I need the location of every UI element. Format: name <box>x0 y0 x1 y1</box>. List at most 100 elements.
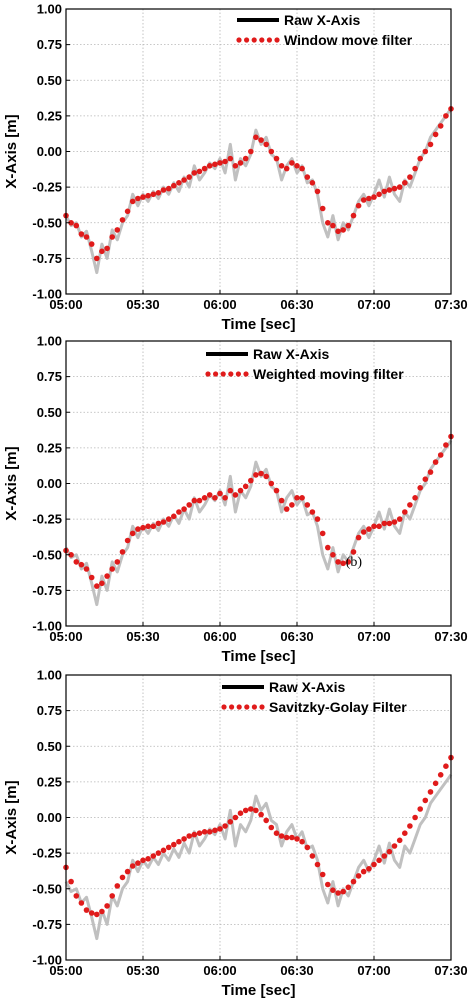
data-point-filtered <box>437 123 444 129</box>
data-point-filtered <box>227 819 234 825</box>
data-point-filtered <box>206 163 213 169</box>
data-point-filtered <box>391 185 398 192</box>
data-point-filtered <box>94 255 100 262</box>
legend-swatch-filtered <box>251 37 257 43</box>
data-point-filtered <box>68 552 74 558</box>
data-point-filtered <box>237 487 244 494</box>
data-point-filtered <box>222 495 228 501</box>
data-point-filtered <box>407 823 413 829</box>
data-point-filtered <box>304 502 311 508</box>
x-tick-label: 05:00 <box>49 297 82 312</box>
legend-swatch-filtered <box>205 371 211 377</box>
legend-swatch-filtered <box>274 37 280 43</box>
data-point-filtered <box>78 231 85 237</box>
data-point-filtered <box>422 148 429 155</box>
data-point-filtered <box>371 861 377 868</box>
data-point-filtered <box>427 789 434 795</box>
legend-swatch-filtered <box>259 704 265 710</box>
data-point-filtered <box>94 911 100 918</box>
data-point-filtered <box>268 480 275 487</box>
data-point-filtered <box>345 222 352 229</box>
data-point-filtered <box>427 141 434 148</box>
data-point-filtered <box>376 523 382 530</box>
data-point-filtered <box>201 829 208 835</box>
data-point-filtered <box>104 573 110 579</box>
x-tick-label: 06:30 <box>280 963 313 978</box>
data-point-filtered <box>335 228 341 235</box>
data-point-filtered <box>165 516 172 522</box>
panel-annotation: (b) <box>346 555 363 570</box>
data-point-filtered <box>114 883 121 889</box>
chart-panel-1: 05:00 05:30 06:00 06:30 07:00 07:30 1.00 0.75 0.… <box>3 2 468 334</box>
data-point-filtered <box>212 161 218 168</box>
legend: Raw X-Axis Weighted moving filter <box>205 346 404 382</box>
legend-swatch-filtered <box>244 704 250 710</box>
legend-swatch-filtered <box>229 704 235 710</box>
data-point-filtered <box>283 506 290 512</box>
data-point-filtered <box>340 888 347 895</box>
data-point-filtered <box>150 523 157 530</box>
x-tick-label: 06:00 <box>203 629 236 644</box>
data-point-filtered <box>289 502 295 508</box>
data-point-filtered <box>176 509 182 515</box>
x-axis-label: Time [sec] <box>222 648 296 665</box>
y-tick-label: 0.25 <box>37 108 62 123</box>
y-tick-label: 0.50 <box>37 73 62 88</box>
y-tick-label: 0.50 <box>37 739 62 754</box>
legend-swatch-filtered <box>213 371 219 377</box>
y-tick-label: -1.00 <box>32 953 62 968</box>
y-tick-label: 0.00 <box>37 144 62 159</box>
data-point-filtered <box>443 763 449 769</box>
data-point-filtered <box>73 559 80 565</box>
series-line-raw <box>64 439 453 607</box>
data-point-filtered <box>68 878 74 885</box>
data-point-filtered <box>319 205 326 212</box>
data-point-filtered <box>124 208 131 215</box>
y-tick-label: -1.00 <box>32 619 62 634</box>
data-point-filtered <box>345 884 352 891</box>
data-point-filtered <box>114 559 121 565</box>
y-tick-label: 0.75 <box>37 369 62 384</box>
data-point-filtered <box>417 155 424 162</box>
data-point-filtered <box>68 220 74 226</box>
y-tick-label: -0.75 <box>32 251 62 266</box>
data-point-filtered <box>366 195 372 202</box>
data-point-filtered <box>217 490 223 497</box>
data-point-filtered <box>176 180 182 186</box>
data-point-filtered <box>273 487 280 494</box>
data-point-filtered <box>402 830 408 836</box>
data-point-filtered <box>253 807 259 814</box>
data-point-filtered <box>253 472 259 478</box>
data-point-filtered <box>88 241 95 247</box>
data-point-filtered <box>407 502 413 508</box>
data-point-filtered <box>242 807 249 814</box>
data-point-filtered <box>135 195 141 202</box>
data-point-filtered <box>242 155 249 162</box>
data-point-filtered <box>206 829 213 835</box>
data-point-filtered <box>73 222 80 229</box>
data-point-filtered <box>145 523 151 530</box>
data-point-filtered <box>355 202 362 209</box>
data-point-filtered <box>145 856 151 862</box>
y-axis-label: X-Axis [m] <box>3 446 20 520</box>
data-point-filtered <box>432 459 439 465</box>
legend-label: Raw X-Axis <box>253 346 329 362</box>
data-point-filtered <box>160 187 167 193</box>
data-point-filtered <box>140 857 146 864</box>
x-tick-label: 07:00 <box>357 629 390 644</box>
data-point-filtered <box>212 495 218 501</box>
data-point-filtered <box>263 141 270 148</box>
data-point-filtered <box>181 177 187 183</box>
data-point-filtered <box>222 823 228 829</box>
legend-swatch-filtered <box>236 704 242 710</box>
y-tick-label: -0.75 <box>32 583 62 598</box>
data-point-filtered <box>381 188 388 195</box>
data-point-filtered <box>227 155 234 162</box>
data-point-filtered <box>165 844 172 851</box>
data-point-filtered <box>330 552 336 558</box>
data-point-filtered <box>299 165 305 172</box>
data-point-filtered <box>402 180 408 186</box>
data-point-filtered <box>304 844 311 851</box>
x-axis-label: Time [sec] <box>222 982 296 999</box>
